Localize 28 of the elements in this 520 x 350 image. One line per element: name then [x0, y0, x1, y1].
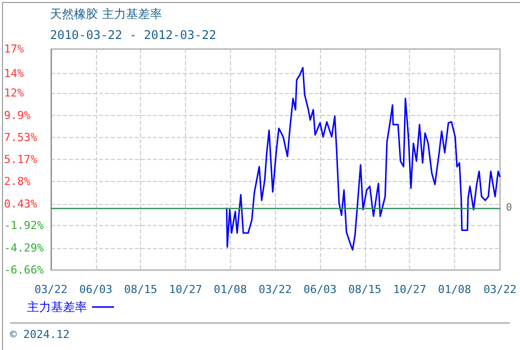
x-tick-label: 08/15: [348, 283, 382, 296]
y-tick-label: -6.66%: [4, 264, 44, 276]
y-tick-label: 2.8%: [4, 175, 31, 188]
y-tick-label: -1.92%: [4, 219, 44, 232]
line-series: [226, 66, 501, 251]
y-tick-label: 17%: [4, 42, 24, 56]
x-tick-label: 06/03: [79, 283, 112, 296]
x-tick-label: 06/03: [303, 283, 337, 296]
x-tick-label: 03/22: [483, 283, 517, 296]
x-tick-label: 10/27: [393, 283, 426, 296]
y-tick-label: 0.43%: [4, 197, 38, 210]
x-tick-label: 03/22: [34, 283, 68, 296]
chart-title: 天然橡胶 主力基差率: [50, 7, 162, 21]
x-tick-label: 01/08: [214, 283, 247, 296]
x-tick-label: 08/15: [124, 283, 158, 296]
y-tick-label: -4.29%: [4, 241, 44, 254]
y-tick-label: 9.9%: [4, 108, 31, 122]
text: © 2024.12: [10, 328, 70, 341]
y-tick-label: 12%: [4, 86, 24, 100]
y-tick-label: 5.17%: [4, 153, 38, 166]
y-tick-label: 7.53%: [4, 130, 38, 144]
ref-line-label: 0: [506, 202, 512, 214]
legend-label: 主力基差率: [27, 300, 87, 314]
x-tick-label: 10/27: [168, 283, 202, 296]
x-tick-label: 03/22: [258, 283, 292, 296]
y-tick-label: 14%: [4, 66, 24, 80]
chart-subtitle: 2010-03-22 - 2012-03-22: [50, 28, 216, 42]
x-tick-label: 01/08: [438, 283, 472, 296]
